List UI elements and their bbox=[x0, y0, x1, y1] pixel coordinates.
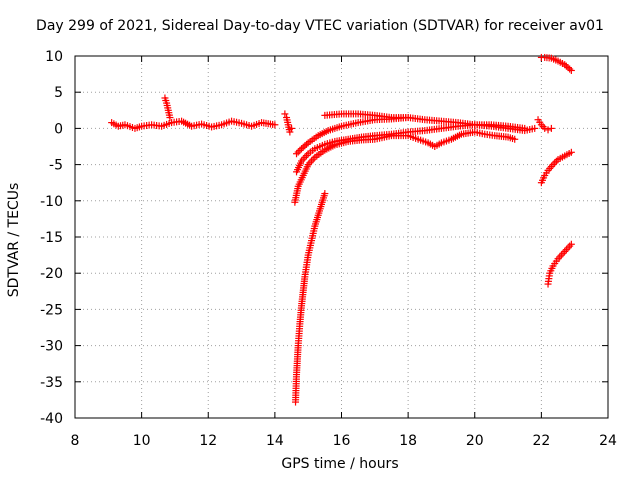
data-point bbox=[539, 123, 547, 131]
series-arc-8 bbox=[537, 53, 575, 74]
series-arc-4 bbox=[293, 114, 412, 158]
series-arc-11 bbox=[534, 116, 555, 134]
x-tick-label: 24 bbox=[599, 433, 617, 449]
x-tick-label: 12 bbox=[199, 433, 217, 449]
x-tick-label: 20 bbox=[466, 433, 484, 449]
data-point bbox=[567, 66, 575, 74]
data-point bbox=[566, 65, 574, 73]
data-point bbox=[559, 249, 567, 257]
data-point bbox=[511, 135, 519, 143]
y-tick-label: -15 bbox=[40, 230, 63, 246]
y-axis-label: SDTVAR / TECUs bbox=[6, 182, 22, 298]
x-tick-label: 10 bbox=[133, 433, 151, 449]
y-tick-label: -35 bbox=[40, 375, 63, 391]
series-arc-1 bbox=[108, 117, 279, 132]
data-point bbox=[552, 157, 560, 165]
series-arc-9 bbox=[537, 148, 575, 187]
data-point bbox=[309, 155, 317, 163]
series-arc-7 bbox=[292, 190, 329, 406]
x-tick-label: 18 bbox=[399, 433, 417, 449]
x-tick-labels: 8 10 12 14 16 18 20 22 24 bbox=[71, 433, 617, 449]
x-tick-label: 8 bbox=[71, 433, 80, 449]
data-point bbox=[549, 161, 557, 169]
y-tick-label: -20 bbox=[40, 266, 63, 282]
data-point bbox=[308, 157, 316, 165]
y-tick-label: 5 bbox=[54, 85, 63, 101]
data-point bbox=[557, 251, 565, 259]
series-arc-2 bbox=[281, 110, 296, 136]
x-tick-label: 14 bbox=[266, 433, 284, 449]
data-point bbox=[303, 152, 311, 160]
data-point bbox=[567, 240, 575, 248]
data-point bbox=[303, 140, 311, 148]
y-tick-label: -10 bbox=[40, 194, 63, 210]
data-point bbox=[567, 148, 575, 156]
series-arc-1-spike bbox=[161, 94, 174, 122]
data-point bbox=[531, 124, 539, 132]
x-tick-label: 22 bbox=[532, 433, 550, 449]
data-marks bbox=[108, 53, 575, 406]
series-arc-6 bbox=[291, 128, 519, 206]
data-point bbox=[281, 110, 289, 118]
data-point bbox=[562, 246, 570, 254]
data-point bbox=[321, 190, 329, 198]
data-point bbox=[166, 114, 174, 122]
data-point bbox=[566, 242, 574, 250]
data-point bbox=[556, 253, 564, 261]
data-point bbox=[296, 146, 304, 154]
data-point bbox=[521, 124, 529, 132]
data-point bbox=[294, 148, 302, 156]
data-point bbox=[541, 124, 549, 132]
y-tick-label: 0 bbox=[54, 121, 63, 137]
data-point bbox=[293, 150, 301, 158]
data-point bbox=[544, 126, 552, 134]
series-arc-10 bbox=[544, 240, 575, 288]
y-tick-labels: 10 5 0 -5 -10 -15 -20 -25 -30 -35 -40 bbox=[40, 49, 63, 427]
chart-title: Day 299 of 2021, Sidereal Day-to-day VTE… bbox=[36, 18, 604, 34]
data-point bbox=[551, 159, 559, 167]
x-tick-label: 16 bbox=[333, 433, 351, 449]
x-axis-label: GPS time / hours bbox=[281, 456, 399, 472]
y-tick-label: 10 bbox=[45, 49, 63, 65]
data-point bbox=[271, 121, 279, 129]
axis-ticks bbox=[74, 55, 609, 419]
data-point bbox=[301, 153, 309, 161]
data-point bbox=[547, 124, 555, 132]
y-tick-label: -30 bbox=[40, 339, 63, 355]
data-point bbox=[564, 244, 572, 252]
data-point bbox=[561, 247, 569, 255]
data-point bbox=[404, 114, 412, 122]
grid bbox=[75, 56, 608, 418]
data-point bbox=[286, 128, 294, 136]
data-point bbox=[288, 124, 296, 132]
y-tick-label: -40 bbox=[40, 411, 63, 427]
y-tick-label: -5 bbox=[49, 158, 63, 174]
y-tick-label: -25 bbox=[40, 302, 63, 318]
